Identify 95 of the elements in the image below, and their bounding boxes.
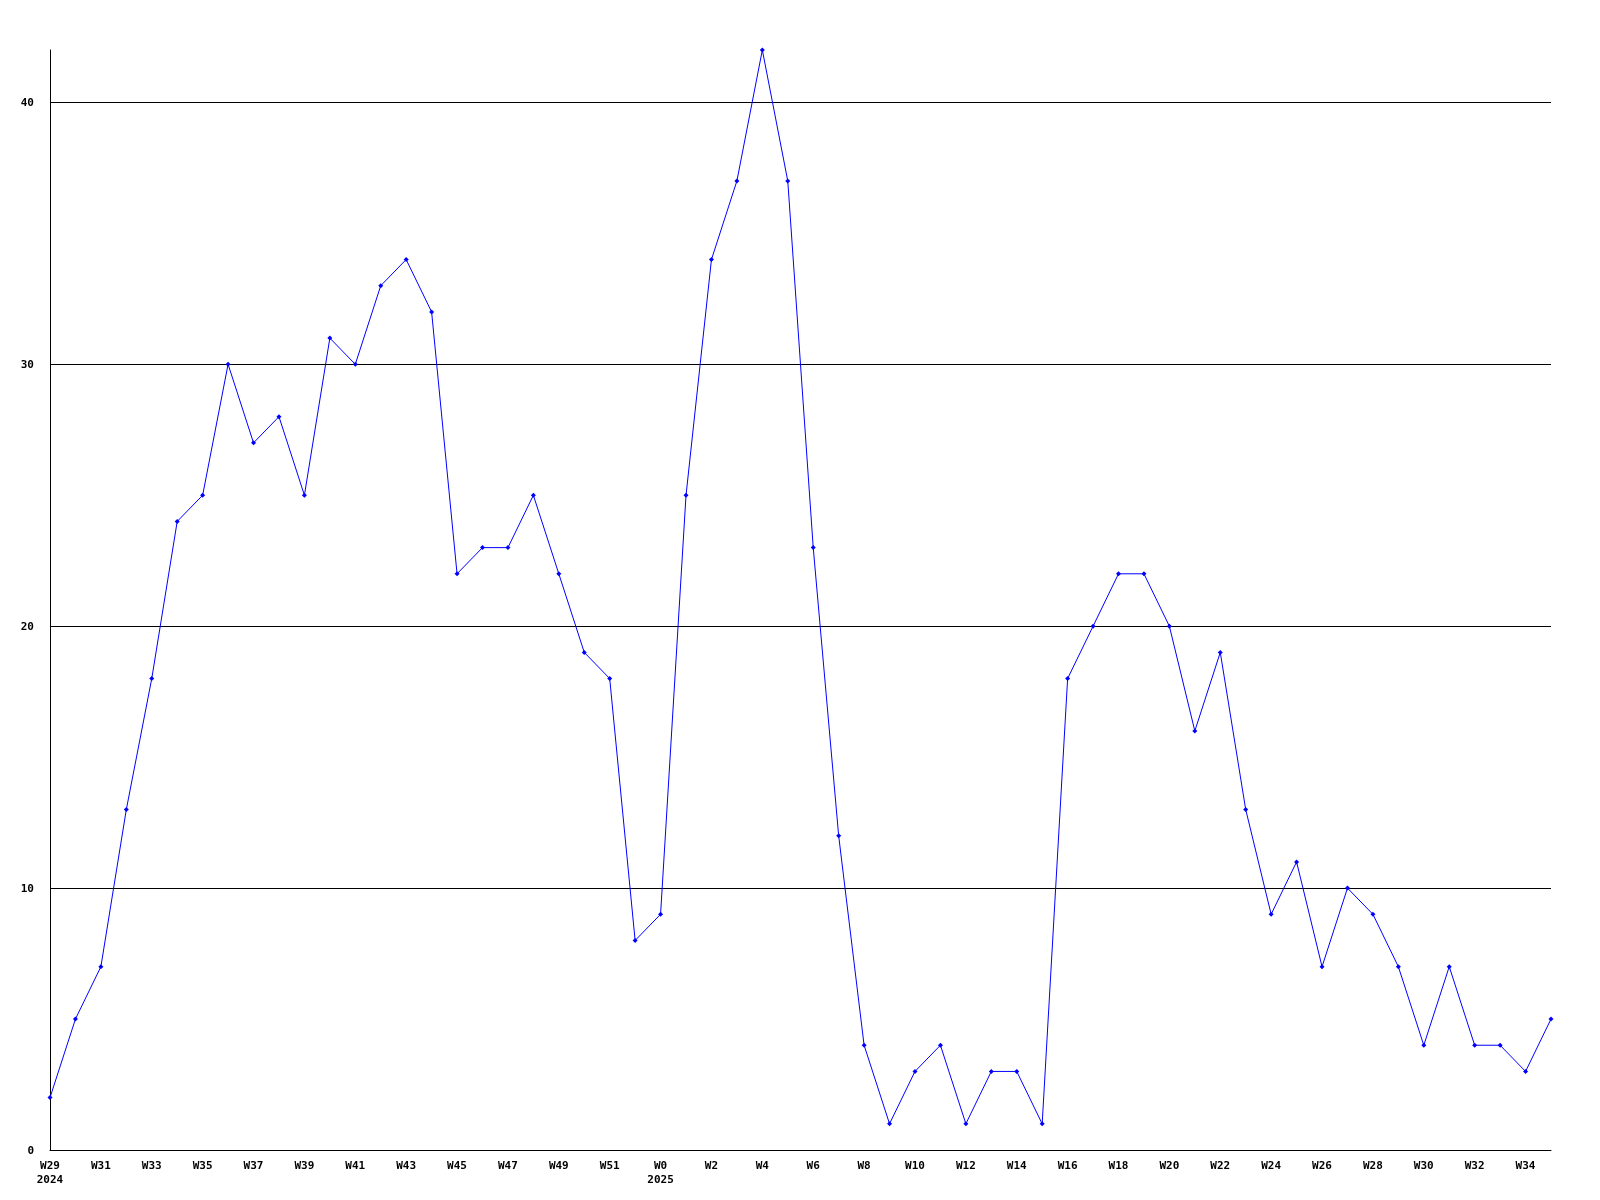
x-tick-label: W47 xyxy=(497,1158,518,1172)
x-tick-label: W33 xyxy=(141,1158,162,1172)
point xyxy=(479,545,485,551)
point xyxy=(1344,885,1350,891)
point xyxy=(276,414,282,420)
point xyxy=(759,47,765,53)
point xyxy=(1548,1016,1554,1022)
point xyxy=(785,178,791,184)
x-tick-label: W35 xyxy=(192,1158,213,1172)
x-tick-label: W34 xyxy=(1515,1158,1536,1172)
point xyxy=(1192,728,1198,734)
point xyxy=(1446,964,1452,970)
y-tick-label: 10 xyxy=(20,881,34,895)
y-tick-label: 40 xyxy=(20,95,34,109)
x-tick-label: W39 xyxy=(294,1158,315,1172)
point xyxy=(98,964,104,970)
point xyxy=(301,492,307,498)
point xyxy=(403,257,409,263)
x-tick-label: W43 xyxy=(396,1158,417,1172)
point xyxy=(327,335,333,341)
point xyxy=(1090,623,1096,629)
point xyxy=(734,178,740,184)
y-tick-label: 30 xyxy=(20,357,34,371)
x-tick-label: W30 xyxy=(1413,1158,1434,1172)
point xyxy=(1014,1068,1020,1074)
x-tick-label: W22 xyxy=(1210,1158,1231,1172)
point xyxy=(1497,1042,1503,1048)
x-tick-label: W4 xyxy=(755,1158,770,1172)
x-tick-label: W31 xyxy=(90,1158,112,1172)
x-tick-label: W29 2024 xyxy=(36,1158,64,1186)
point xyxy=(454,571,460,577)
x-tick-label: W16 xyxy=(1057,1158,1078,1172)
point xyxy=(1370,911,1376,917)
point xyxy=(607,676,613,682)
x-tick-label: W41 xyxy=(345,1158,366,1172)
x-tick-label: W24 xyxy=(1261,1158,1282,1172)
point xyxy=(581,649,587,655)
x-tick-label: W37 xyxy=(243,1158,264,1172)
point xyxy=(810,545,816,551)
point xyxy=(352,361,358,367)
point xyxy=(47,1095,53,1101)
x-tick-label: W49 xyxy=(548,1158,569,1172)
point xyxy=(1166,623,1172,629)
point xyxy=(988,1068,994,1074)
point xyxy=(123,807,129,813)
point xyxy=(658,911,664,917)
point xyxy=(200,492,206,498)
point xyxy=(1039,1121,1045,1127)
x-tick-label: W20 xyxy=(1159,1158,1180,1172)
y-tick-label: 20 xyxy=(20,619,34,633)
point xyxy=(251,440,257,446)
point xyxy=(174,518,180,524)
point xyxy=(556,571,562,577)
x-tick-label: W51 xyxy=(599,1158,620,1172)
x-tick-label: W18 xyxy=(1108,1158,1129,1172)
x-tick-label: W14 xyxy=(1006,1158,1028,1172)
x-tick-label: W8 xyxy=(857,1158,871,1172)
point xyxy=(836,833,842,839)
x-tick-label: W26 xyxy=(1312,1158,1333,1172)
point xyxy=(1141,571,1147,577)
point xyxy=(912,1068,918,1074)
x-tick-label: W12 xyxy=(955,1158,976,1172)
point xyxy=(1116,571,1122,577)
point xyxy=(149,676,155,682)
point xyxy=(225,361,231,367)
point xyxy=(1421,1042,1427,1048)
x-tick-label: W45 xyxy=(447,1158,467,1172)
x-tick-label: W2 xyxy=(704,1158,719,1172)
point xyxy=(963,1121,969,1127)
point xyxy=(530,492,536,498)
x-tick-label: W0 2025 xyxy=(647,1158,674,1186)
point xyxy=(1319,964,1325,970)
point xyxy=(378,283,384,289)
point xyxy=(429,309,435,315)
point xyxy=(1294,859,1300,865)
point xyxy=(632,937,638,943)
point xyxy=(1472,1042,1478,1048)
x-tick-label: W10 xyxy=(905,1158,925,1172)
point xyxy=(861,1042,867,1048)
point xyxy=(887,1121,893,1127)
x-tick-label: W6 xyxy=(806,1158,821,1172)
x-tick-label: W28 xyxy=(1362,1158,1383,1172)
point xyxy=(505,545,511,551)
point xyxy=(1243,807,1249,813)
point xyxy=(1065,676,1071,682)
x-tick-label: W32 xyxy=(1464,1158,1485,1172)
point xyxy=(1268,911,1274,917)
y-tick-label: 0 xyxy=(27,1143,34,1157)
point xyxy=(72,1016,78,1022)
point xyxy=(1395,964,1401,970)
point xyxy=(708,257,714,263)
point xyxy=(1523,1068,1529,1074)
point xyxy=(1217,649,1223,655)
point xyxy=(937,1042,943,1048)
point xyxy=(683,492,689,498)
